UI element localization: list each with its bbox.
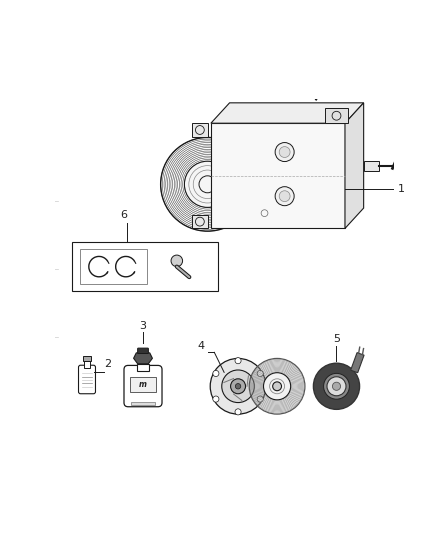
Bar [84, 361, 90, 368]
Circle shape [327, 377, 346, 396]
Circle shape [324, 374, 350, 399]
Circle shape [273, 382, 282, 391]
Text: m: m [139, 380, 147, 389]
FancyBboxPatch shape [124, 366, 162, 407]
FancyBboxPatch shape [364, 160, 379, 171]
Circle shape [279, 191, 290, 201]
Bar [192, 215, 208, 229]
Circle shape [235, 384, 241, 389]
Text: 2: 2 [104, 359, 111, 369]
Circle shape [222, 370, 254, 402]
Polygon shape [211, 123, 345, 229]
FancyBboxPatch shape [138, 348, 148, 353]
Bar [138, 364, 148, 371]
Circle shape [213, 370, 219, 376]
Polygon shape [134, 353, 152, 364]
Bar [131, 377, 155, 392]
Polygon shape [211, 103, 364, 123]
Circle shape [235, 409, 241, 415]
Text: 1: 1 [398, 184, 405, 195]
Text: 6: 6 [120, 210, 127, 220]
Circle shape [213, 396, 219, 402]
Bar [325, 108, 348, 123]
Bar [131, 402, 155, 406]
Bar [72, 242, 218, 291]
Circle shape [230, 379, 246, 394]
Text: 5: 5 [333, 334, 340, 343]
Circle shape [264, 373, 291, 400]
Circle shape [332, 382, 341, 390]
Bar [80, 249, 147, 284]
Circle shape [210, 358, 266, 414]
Circle shape [275, 187, 294, 206]
Circle shape [235, 358, 241, 364]
Polygon shape [351, 353, 364, 373]
Circle shape [171, 255, 183, 266]
Circle shape [314, 363, 360, 409]
Bar [83, 357, 91, 361]
Circle shape [257, 396, 263, 402]
Text: 4: 4 [197, 341, 204, 351]
Circle shape [275, 142, 294, 161]
Circle shape [184, 161, 230, 207]
Circle shape [279, 147, 290, 157]
Bar [192, 123, 208, 137]
FancyBboxPatch shape [78, 365, 95, 394]
Polygon shape [345, 103, 364, 229]
Circle shape [257, 370, 263, 376]
Text: 3: 3 [140, 321, 146, 331]
